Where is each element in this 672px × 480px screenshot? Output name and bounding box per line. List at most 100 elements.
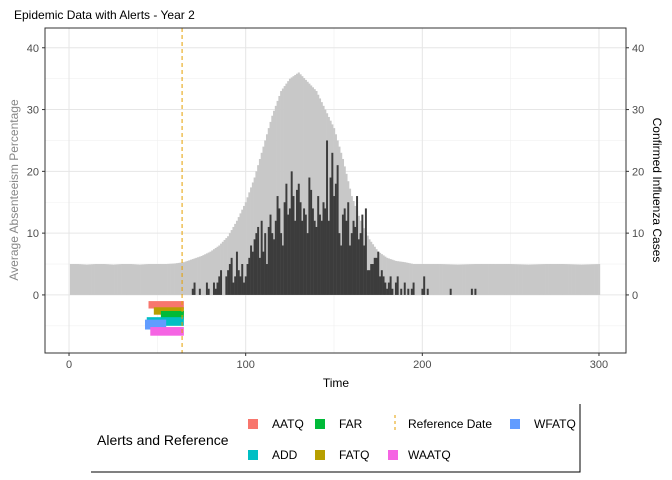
absenteeism-bar xyxy=(455,264,458,295)
absenteeism-bar xyxy=(433,264,436,295)
absenteeism-bar xyxy=(446,264,449,295)
absenteeism-bar xyxy=(85,264,88,295)
absenteeism-bar xyxy=(426,264,429,295)
absenteeism-bar xyxy=(99,264,103,295)
absenteeism-bar xyxy=(304,79,307,295)
x-axis-label: Time xyxy=(323,376,350,390)
left-y-axis-label: Average Absenteeism Percentage xyxy=(7,99,21,281)
case-bar xyxy=(287,214,290,295)
case-bar xyxy=(299,202,302,295)
absenteeism-bar xyxy=(518,264,521,295)
absenteeism-bar xyxy=(287,81,290,295)
absenteeism-bar xyxy=(186,260,189,295)
absenteeism-bar xyxy=(564,264,567,295)
case-bar xyxy=(218,276,221,295)
case-bar xyxy=(354,226,357,295)
case-bar xyxy=(273,239,276,295)
case-bar xyxy=(350,233,353,295)
legend-border xyxy=(91,404,581,473)
case-bar xyxy=(352,220,355,295)
absenteeism-bar xyxy=(161,264,164,295)
x-tick-label: 100 xyxy=(236,359,254,371)
absenteeism-bar xyxy=(303,78,306,295)
absenteeism-bar xyxy=(122,264,125,295)
case-bar xyxy=(341,214,344,295)
absenteeism-bar xyxy=(405,262,408,295)
absenteeism-bar xyxy=(460,264,463,295)
case-bar xyxy=(248,257,251,295)
case-bar xyxy=(326,140,329,295)
case-bar xyxy=(214,288,217,295)
absenteeism-bar xyxy=(117,264,120,295)
case-bar xyxy=(207,288,210,295)
absenteeism-bar xyxy=(453,264,456,295)
absenteeism-bar xyxy=(188,260,191,295)
absenteeism-bar xyxy=(568,264,571,295)
case-bar xyxy=(308,177,311,295)
absenteeism-bar xyxy=(80,264,83,295)
absenteeism-bar xyxy=(485,264,488,295)
absenteeism-bar xyxy=(379,252,382,295)
absenteeism-bar xyxy=(403,262,406,295)
case-bar xyxy=(255,233,258,295)
absenteeism-bar xyxy=(191,259,194,295)
x-tick-label: 0 xyxy=(66,359,72,371)
absenteeism-bar xyxy=(177,262,180,295)
absenteeism-bar xyxy=(481,264,484,295)
absenteeism-bar xyxy=(317,94,320,295)
absenteeism-bar xyxy=(417,264,420,295)
absenteeism-bar xyxy=(264,140,267,295)
absenteeism-bar xyxy=(158,264,161,295)
case-bar xyxy=(324,208,327,295)
absenteeism-bar xyxy=(483,264,486,295)
case-bar xyxy=(389,276,392,295)
case-bar xyxy=(366,270,369,295)
absenteeism-bar xyxy=(248,192,251,295)
absenteeism-bar xyxy=(281,88,284,295)
legend-key-fatq xyxy=(315,450,325,460)
case-bar xyxy=(294,220,297,295)
absenteeism-bar xyxy=(278,95,281,295)
case-bar xyxy=(470,288,473,295)
absenteeism-bar xyxy=(559,264,562,295)
absenteeism-bar xyxy=(541,264,544,295)
case-bar xyxy=(384,282,387,295)
y-tick-label-left: 10 xyxy=(27,228,39,240)
case-bar xyxy=(371,264,374,295)
absenteeism-bar xyxy=(509,264,512,295)
case-bar xyxy=(364,208,367,295)
case-bar xyxy=(227,270,230,295)
case-bar xyxy=(336,165,339,295)
case-bar xyxy=(407,288,410,295)
absenteeism-bar xyxy=(550,264,553,295)
absenteeism-bar xyxy=(530,264,534,295)
case-bar xyxy=(257,226,260,295)
absenteeism-bar xyxy=(525,264,528,295)
absenteeism-bar xyxy=(253,177,256,295)
absenteeism-bar xyxy=(504,264,507,295)
case-bar xyxy=(216,282,219,295)
absenteeism-bar xyxy=(511,264,514,295)
absenteeism-bar xyxy=(573,264,576,295)
absenteeism-bar xyxy=(274,105,277,295)
absenteeism-bar xyxy=(115,264,118,295)
x-tick-label: 200 xyxy=(413,359,431,371)
absenteeism-bar xyxy=(129,264,133,295)
case-bar xyxy=(220,270,223,295)
legend-key-aatq xyxy=(248,419,258,429)
absenteeism-bar xyxy=(400,261,403,295)
absenteeism-bar xyxy=(506,264,509,295)
absenteeism-bar xyxy=(225,238,228,295)
absenteeism-bar xyxy=(214,247,217,295)
case-bar xyxy=(363,245,366,295)
absenteeism-bar xyxy=(449,264,452,295)
absenteeism-bar xyxy=(232,226,235,295)
case-bar xyxy=(449,288,452,295)
absenteeism-bar xyxy=(283,86,286,295)
case-bar xyxy=(281,245,284,295)
absenteeism-bar xyxy=(548,264,551,295)
case-bar xyxy=(265,264,268,295)
case-bar xyxy=(334,183,337,295)
absenteeism-bar xyxy=(205,253,208,295)
case-bar xyxy=(375,257,378,295)
